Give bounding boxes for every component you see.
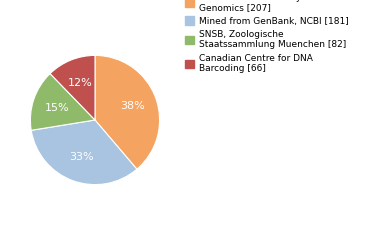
Wedge shape [50,55,95,120]
Text: 33%: 33% [69,152,93,162]
Text: 12%: 12% [68,78,93,88]
Wedge shape [30,74,95,130]
Legend: Centre for Biodiversity
Genomics [207], Mined from GenBank, NCBI [181], SNSB, Zo: Centre for Biodiversity Genomics [207], … [185,0,348,73]
Text: 15%: 15% [45,102,70,113]
Text: 38%: 38% [120,101,144,111]
Wedge shape [95,55,160,169]
Wedge shape [31,120,137,185]
